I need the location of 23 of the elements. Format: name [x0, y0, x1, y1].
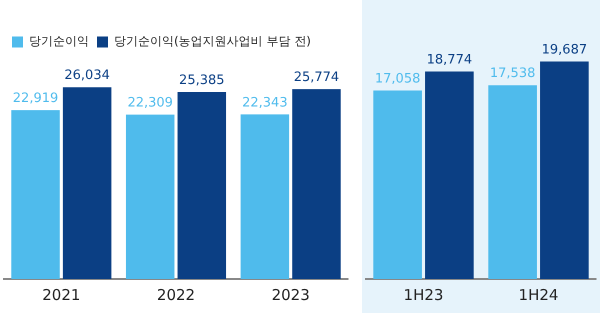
x-tick-label: 2021 — [42, 286, 80, 304]
data-label: 17,538 — [490, 66, 536, 82]
bar — [292, 89, 341, 279]
x-tick-label: 2022 — [156, 286, 196, 304]
x-tick-label: 2023 — [272, 286, 310, 304]
legend-label: 당기순이익 — [29, 34, 89, 48]
data-label: 25,774 — [294, 70, 340, 86]
bar — [11, 110, 60, 279]
data-label: 19,687 — [542, 42, 588, 58]
x-tick-label: 1H23 — [404, 286, 444, 304]
data-label: 26,034 — [64, 68, 110, 84]
data-label: 22,343 — [242, 95, 288, 110]
bar — [62, 87, 112, 279]
data-label: 18,774 — [426, 52, 472, 68]
bar — [240, 114, 290, 279]
legend-label: 당기순이익(농업지원사업비 부담 전) — [114, 34, 311, 48]
bar — [178, 92, 226, 279]
data-label: 22,919 — [12, 91, 58, 106]
bar — [126, 114, 174, 279]
data-label: 25,385 — [179, 72, 225, 88]
x-tick-label: 1H24 — [518, 286, 558, 304]
data-label: 17,058 — [374, 71, 420, 86]
data-label: 22,309 — [127, 96, 173, 111]
